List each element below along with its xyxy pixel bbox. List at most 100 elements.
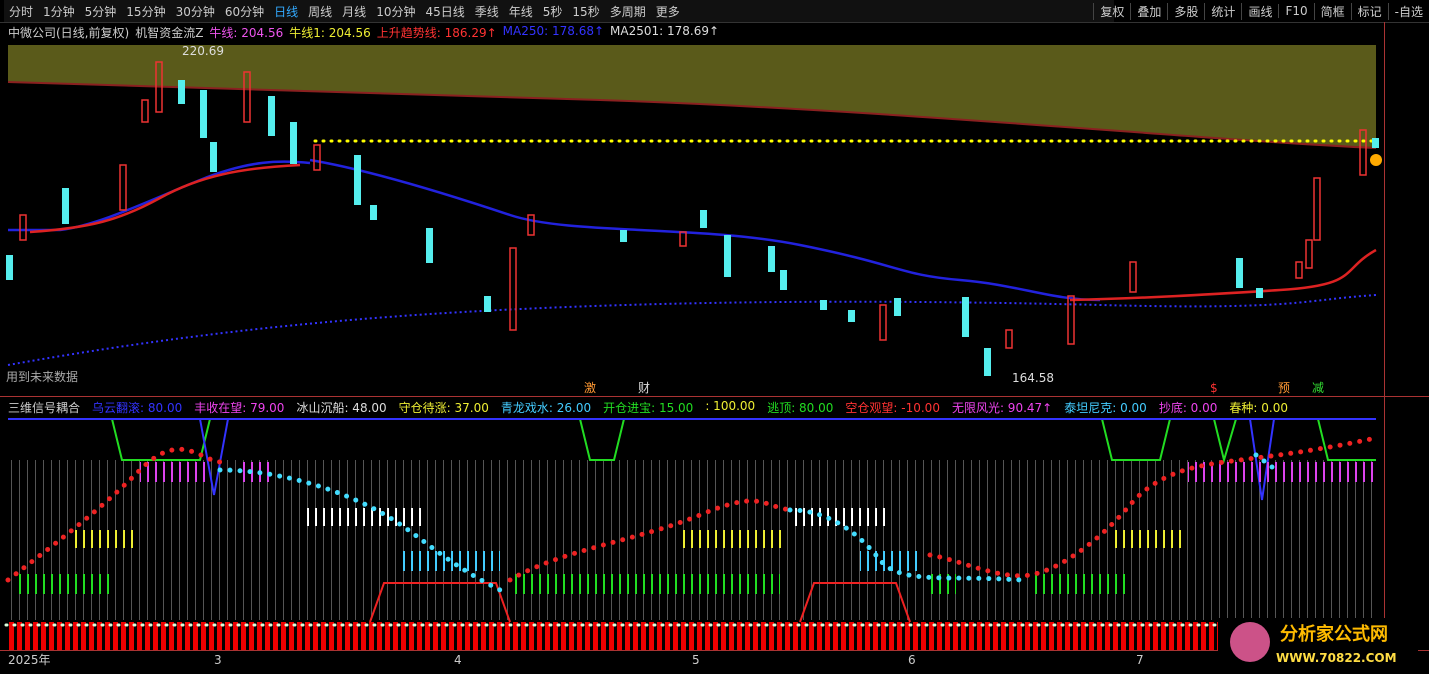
indicator-value: 逃顶: 80.00 xyxy=(767,401,834,415)
x-tick-label: 3 xyxy=(214,653,222,667)
x-tick-label: 2025年 xyxy=(8,653,51,667)
tool-button[interactable]: -自选 xyxy=(1387,2,1429,20)
indicator-value: 牛线: 204.56 xyxy=(209,26,284,40)
period-tab[interactable]: 5秒 xyxy=(542,4,563,19)
indicator-value: MA250: 178.68↑ xyxy=(502,24,605,38)
main-header: 中微公司(日线,前复权) 机智资金流Z 牛线: 204.56 牛线1: 204.5… xyxy=(8,24,719,41)
indicator-value: 青龙戏水: 26.00 xyxy=(500,401,592,415)
marker: 财 xyxy=(638,381,650,395)
marker: $ xyxy=(1210,381,1218,395)
tool-button[interactable]: 简框 xyxy=(1313,2,1351,20)
stock-name: 中微公司(日线,前复权) xyxy=(8,26,130,40)
future-note: 用到未来数据 xyxy=(6,369,78,384)
tool-button[interactable]: 统计 xyxy=(1204,2,1241,20)
tool-button[interactable]: 复权 xyxy=(1093,2,1130,20)
ticks xyxy=(1188,462,1378,482)
indicator-value: 春种: 0.00 xyxy=(1229,401,1288,415)
indicator-value: MA2501: 178.69↑ xyxy=(610,24,720,38)
indicator-value: 开仓进宝: 15.00 xyxy=(603,401,694,415)
indicator-name: 机智资金流Z xyxy=(135,26,204,40)
period-tab[interactable]: 45日线 xyxy=(425,4,465,19)
period-tab[interactable]: 10分钟 xyxy=(376,4,416,19)
signal-line xyxy=(369,582,911,623)
x-tick-label: 6 xyxy=(908,653,916,667)
indicator-value: 泰坦尼克: 0.00 xyxy=(1064,401,1147,415)
indicator-value: 无限风光: 90.47↑ xyxy=(951,401,1053,415)
watermark-url: WWW.70822.COM xyxy=(1276,651,1397,665)
period-tab[interactable]: 5分钟 xyxy=(84,4,117,19)
trend-line xyxy=(1069,248,1377,302)
ticks xyxy=(790,508,890,526)
indicator-name: 三维信号耦合 xyxy=(8,401,81,415)
high-label: 220.69 xyxy=(182,44,224,58)
period-tab[interactable]: 季线 xyxy=(474,4,499,19)
ticks xyxy=(14,574,114,594)
signal-icon xyxy=(1370,154,1382,166)
band-edge xyxy=(7,81,1377,149)
indicator-value: 上升趋势线: 186.29↑ xyxy=(376,26,497,40)
indicator-value: : 100.00 xyxy=(705,399,756,413)
lower-header: 三维信号耦合 乌云翻滚: 80.00 丰收在望: 79.00 冰山沉船: 48.00… xyxy=(8,399,1288,416)
candles-down xyxy=(6,80,1379,376)
x-tick-label: 5 xyxy=(692,653,700,667)
indicator-value: 守仓待涨: 37.00 xyxy=(398,401,489,415)
indicator-value: 空仓观望: -10.00 xyxy=(845,401,940,415)
band xyxy=(8,45,1376,148)
period-tab[interactable]: 30分钟 xyxy=(175,4,215,19)
period-tab[interactable]: 1分钟 xyxy=(43,4,75,19)
low-label: 164.58 xyxy=(1012,371,1054,385)
base-bars xyxy=(6,622,1378,650)
ticks xyxy=(1110,530,1186,548)
tool-button[interactable]: 画线 xyxy=(1241,2,1278,20)
ticks xyxy=(510,574,780,594)
watermark-logo xyxy=(1230,622,1270,662)
ma250-line xyxy=(7,294,1377,366)
tool-button[interactable]: 叠加 xyxy=(1130,2,1167,20)
ma-line xyxy=(309,158,1101,302)
x-axis: 2025年 3 4 5 6 7 xyxy=(8,653,1144,667)
indicator-value: 抄底: 0.00 xyxy=(1158,401,1218,415)
markers: 激 财 $ 预 减 xyxy=(584,381,1324,395)
ticks xyxy=(400,551,500,571)
period-tab[interactable]: 更多 xyxy=(655,4,680,19)
tool-toolbar: 复权 叠加 多股 统计 画线 F10 简框 标记 -自选 xyxy=(1093,0,1429,22)
x-tick-label: 7 xyxy=(1136,653,1144,667)
period-tab[interactable]: 多周期 xyxy=(609,4,646,19)
trend-line xyxy=(29,163,301,234)
tool-button[interactable]: 多股 xyxy=(1167,2,1204,20)
ticks xyxy=(140,462,208,482)
watermark-name: 分析家公式网 xyxy=(1280,623,1388,645)
ma-line xyxy=(8,160,311,232)
period-tab[interactable]: 60分钟 xyxy=(224,4,265,19)
ticks xyxy=(70,530,136,548)
tool-button[interactable]: F10 xyxy=(1278,4,1313,18)
marker: 预 xyxy=(1278,381,1290,395)
indicator-value: 牛线1: 204.56 xyxy=(289,26,371,40)
ticks xyxy=(678,530,784,548)
marker: 激 xyxy=(584,381,596,395)
signal-line xyxy=(199,418,1275,501)
candles-up xyxy=(19,61,1367,349)
ticks xyxy=(240,462,274,482)
indicator-value: 冰山沉船: 48.00 xyxy=(296,401,387,415)
cyan-dots xyxy=(217,452,1279,593)
period-tab[interactable]: 周线 xyxy=(308,4,333,19)
tool-button[interactable]: 标记 xyxy=(1350,2,1388,20)
period-tab[interactable]: 分时 xyxy=(9,4,34,19)
period-toolbar: 分时 1分钟 5分钟 15分钟 30分钟 60分钟 日线 周线 月线 10分钟 45日线 季线 年线 5秒… xyxy=(4,0,1114,22)
indicator-value: 乌云翻滚: 80.00 xyxy=(92,401,183,415)
period-tab[interactable]: 15秒 xyxy=(572,4,600,19)
indicator-value: 丰收在望: 79.00 xyxy=(194,401,285,415)
period-tab[interactable]: 15分钟 xyxy=(126,4,166,19)
ticks xyxy=(302,508,422,526)
red-dots xyxy=(5,435,1379,583)
period-tab[interactable]: 年线 xyxy=(508,4,533,19)
x-tick-label: 4 xyxy=(454,653,462,667)
marker: 减 xyxy=(1312,381,1324,395)
signal-line xyxy=(8,418,1376,464)
period-tab[interactable]: 日线 xyxy=(274,4,299,19)
period-tab[interactable]: 月线 xyxy=(342,4,367,19)
ticks xyxy=(1030,574,1130,594)
